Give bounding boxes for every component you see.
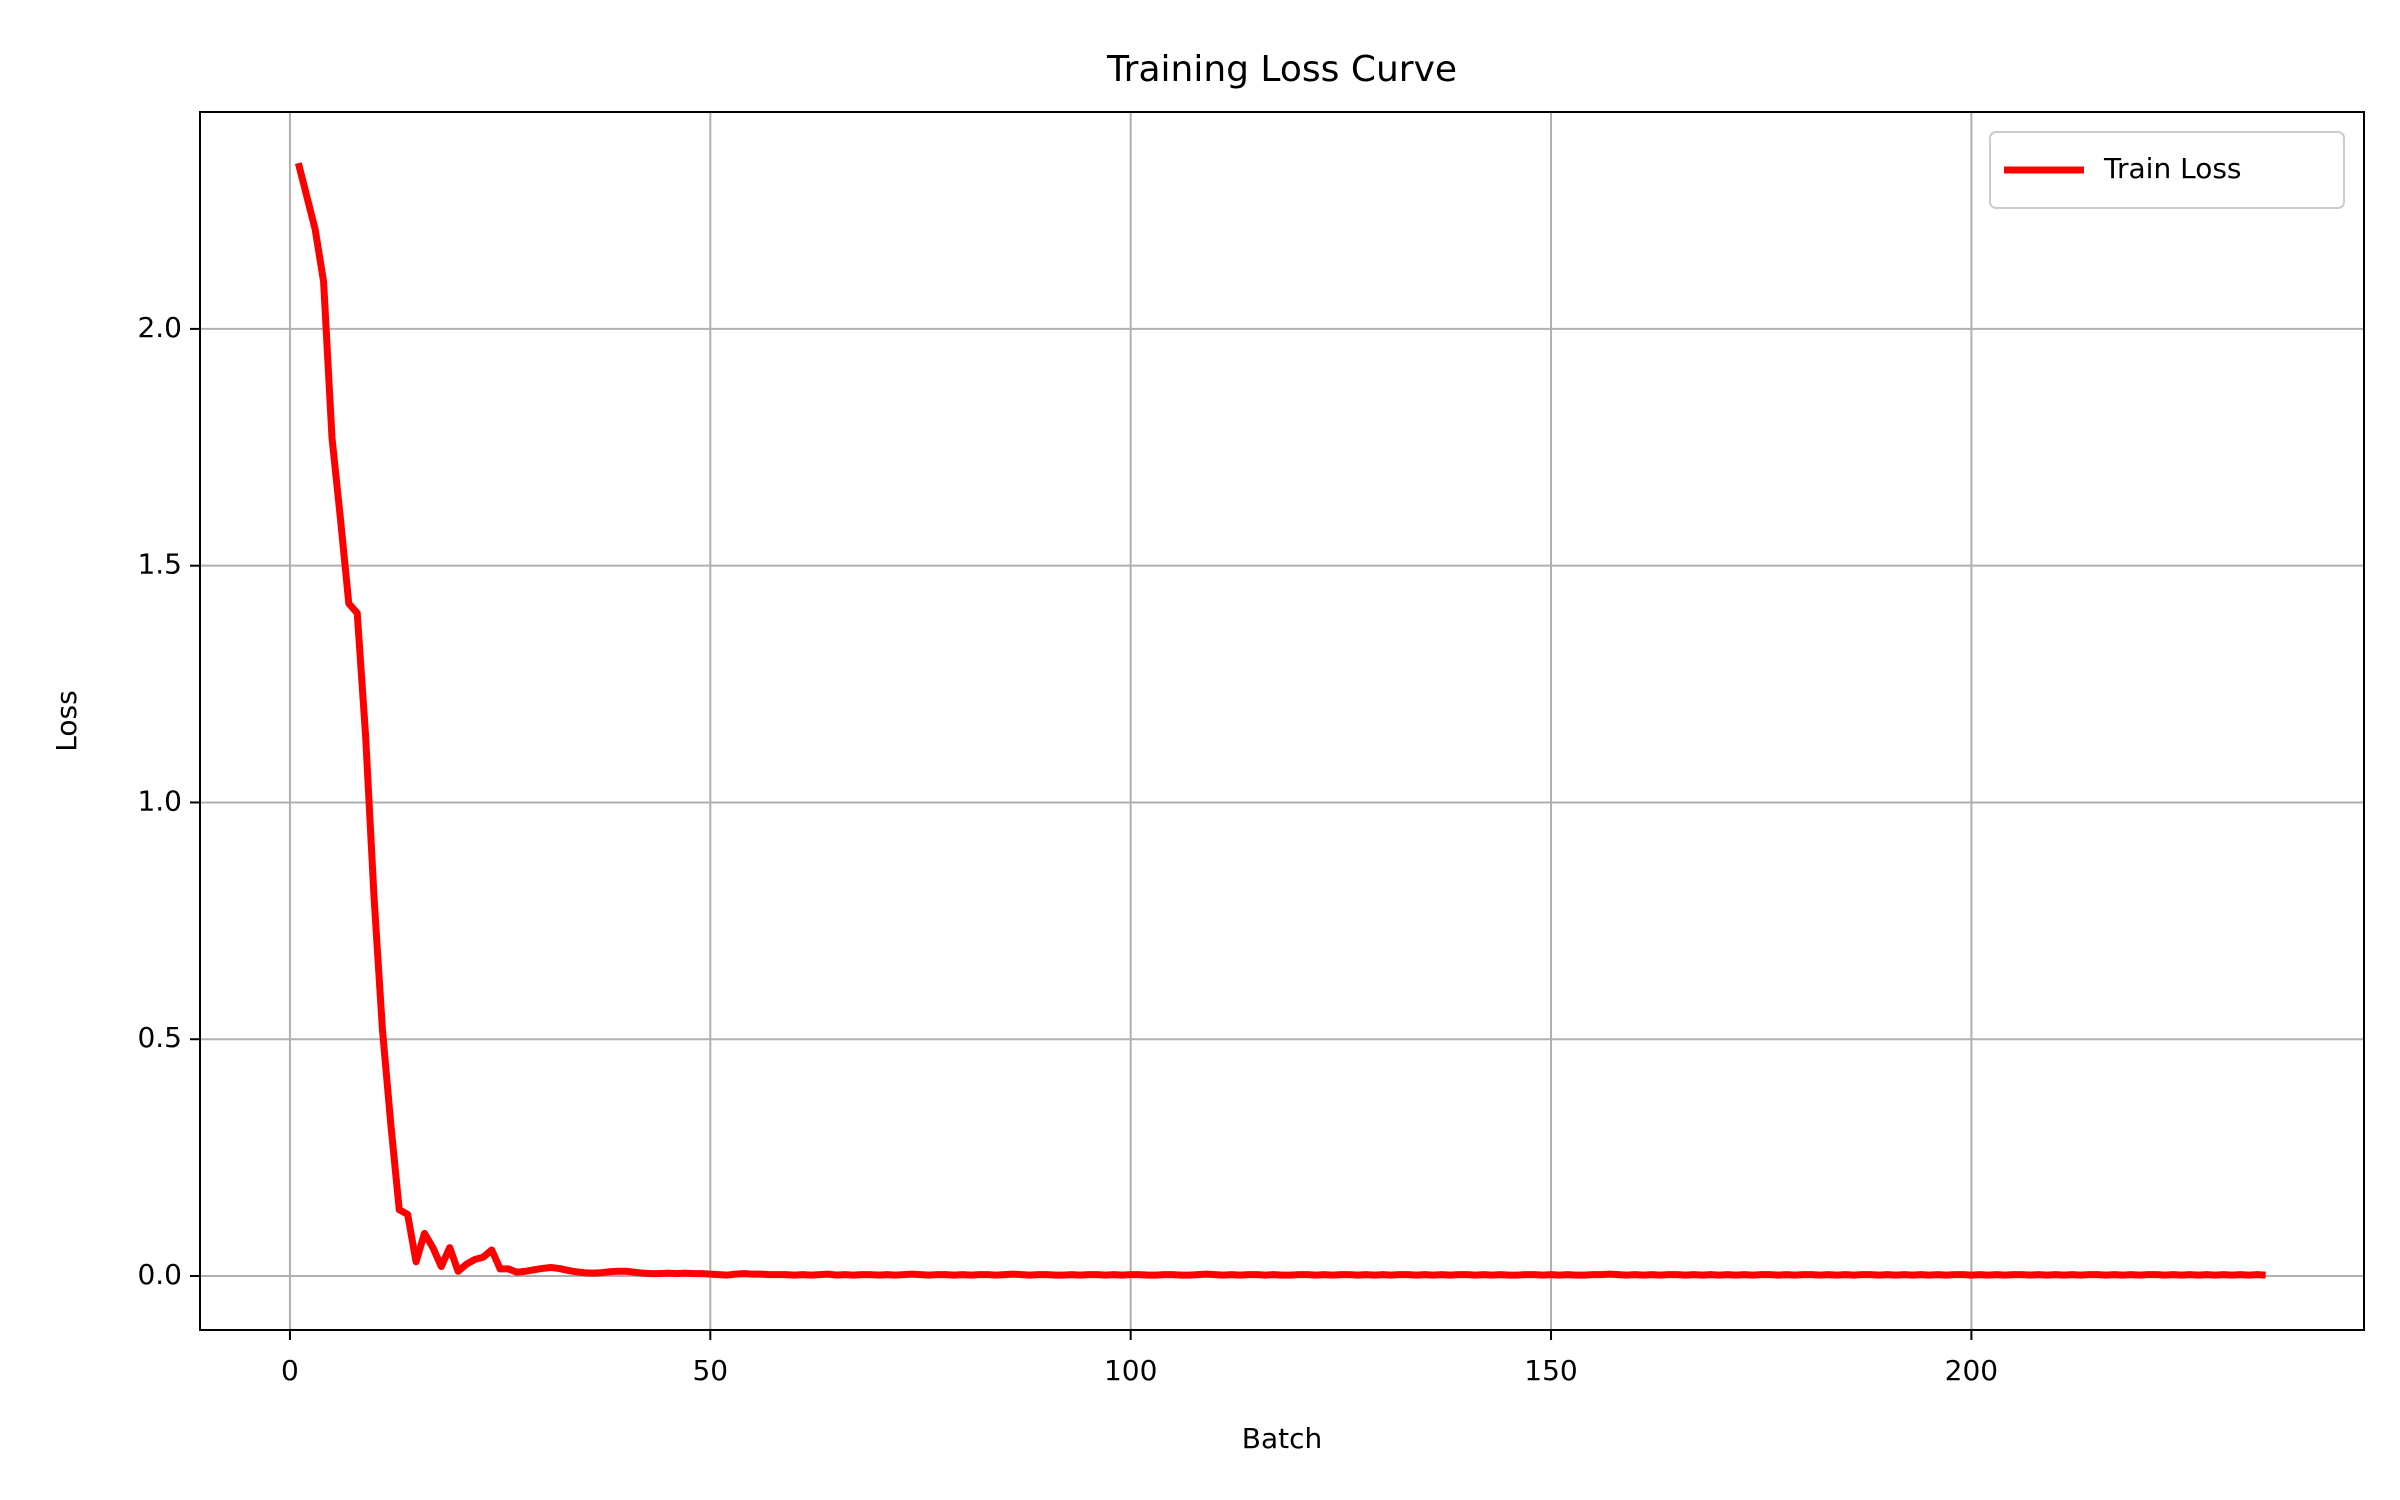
y-tick-label: 2.0: [137, 311, 182, 344]
y-tick-label: 1.5: [137, 548, 182, 581]
x-tick-label: 100: [1104, 1354, 1157, 1387]
x-tick-label: 200: [1945, 1354, 1998, 1387]
series-line: [294, 162, 2266, 1279]
x-tick-label: 50: [692, 1354, 728, 1387]
x-axis-label: Batch: [1242, 1422, 1323, 1455]
x-tick-label: 0: [281, 1354, 299, 1387]
plot-frame: [199, 111, 2365, 1331]
y-axis-label: Loss: [50, 690, 83, 751]
legend-box: [1989, 131, 2345, 209]
chart-title: Training Loss Curve: [1106, 49, 1457, 90]
y-tick-label: 0.5: [137, 1021, 182, 1054]
x-tick-label: 150: [1524, 1354, 1577, 1387]
y-tick-label: 0.0: [137, 1258, 182, 1291]
y-tick-label: 1.0: [137, 784, 182, 817]
legend-label: Train Loss: [2103, 152, 2242, 185]
